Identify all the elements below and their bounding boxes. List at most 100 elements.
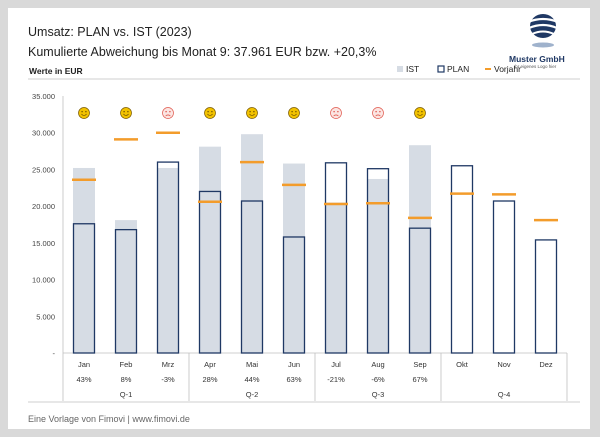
face-eye	[295, 110, 297, 113]
face-mouth	[291, 113, 297, 116]
plan-bar	[282, 236, 306, 354]
face-eye	[127, 110, 129, 113]
logo-name: Muster GmbH	[509, 54, 565, 64]
face-eye	[379, 110, 381, 113]
face-mouth	[207, 113, 213, 116]
face-eye	[123, 110, 125, 113]
plan-bar	[156, 161, 180, 354]
face-mouth	[249, 113, 255, 116]
plan-bar	[72, 223, 96, 354]
sad-face-icon	[372, 107, 384, 119]
face-eye	[85, 110, 87, 113]
face-mouth	[333, 114, 339, 117]
y-tick-label: -	[53, 349, 56, 358]
face-eye	[253, 110, 255, 113]
plan-bar	[408, 227, 432, 354]
face-eye	[333, 110, 335, 113]
legend-vorjahr-label: Vorjahr	[494, 64, 521, 74]
legend-ist-label: IST	[406, 64, 419, 74]
chart-subtitle: Kumulierte Abweichung bis Monat 9: 37.96…	[28, 45, 377, 59]
deviation-label: 67%	[412, 375, 427, 384]
plan-bar	[534, 239, 558, 354]
y-tick-label: 30.000	[32, 129, 55, 138]
deviation-label: -3%	[161, 375, 175, 384]
ist-bar	[409, 145, 431, 353]
x-tick-label: Dez	[539, 360, 553, 369]
x-tick-label: Sep	[413, 360, 426, 369]
happy-face-icon	[120, 107, 132, 119]
face-mouth	[123, 113, 129, 116]
face-eye	[169, 110, 171, 113]
ist-bar	[115, 220, 137, 353]
quarter-label: Q-3	[372, 390, 385, 399]
legend-plan-swatch	[437, 65, 445, 73]
y-axis-label: Werte in EUR	[29, 66, 83, 76]
deviation-label: 8%	[121, 375, 132, 384]
face-eye	[291, 110, 293, 113]
quarter-label: Q-1	[120, 390, 133, 399]
quarter-label: Q-4	[498, 390, 511, 399]
x-tick-label: Okt	[456, 360, 469, 369]
footer-credit: Eine Vorlage von Fimovi | www.fimovi.de	[28, 414, 190, 424]
logo-tagline: Ihr eigenes Logo hier	[514, 64, 557, 69]
deviation-label: -21%	[327, 375, 345, 384]
legend-ist-swatch	[397, 66, 403, 72]
happy-face-icon	[246, 107, 258, 119]
sad-face-icon	[330, 107, 342, 119]
face-eye	[421, 110, 423, 113]
face-mouth	[165, 114, 171, 117]
deviation-label: 63%	[286, 375, 301, 384]
ist-bar	[73, 167, 95, 353]
x-tick-label: Aug	[371, 360, 384, 369]
happy-face-icon	[78, 107, 90, 119]
deviation-label: 44%	[244, 375, 259, 384]
y-tick-label: 20.000	[32, 202, 55, 211]
company-logo-icon	[527, 14, 559, 48]
x-tick-label: Apr	[204, 360, 216, 369]
ist-bar	[199, 146, 221, 353]
x-tick-label: Jun	[288, 360, 300, 369]
plan-bar	[450, 165, 474, 354]
deviation-label: 28%	[202, 375, 217, 384]
face-eye	[81, 110, 83, 113]
ist-bar	[325, 202, 347, 353]
face-eye	[417, 110, 419, 113]
y-tick-label: 10.000	[32, 276, 55, 285]
sad-face-icon	[162, 107, 174, 119]
x-tick-label: Feb	[120, 360, 133, 369]
face-eye	[375, 110, 377, 113]
plan-bar	[198, 190, 222, 354]
face-eye	[207, 110, 209, 113]
plan-bar	[324, 162, 348, 354]
ist-bar	[367, 178, 389, 353]
happy-face-icon	[414, 107, 426, 119]
plan-bar	[492, 200, 516, 354]
legend-plan-label: PLAN	[447, 64, 469, 74]
face-eye	[211, 110, 213, 113]
x-tick-label: Jan	[78, 360, 90, 369]
y-tick-label: 5.000	[36, 312, 55, 321]
face-mouth	[81, 113, 87, 116]
deviation-label: 43%	[76, 375, 91, 384]
deviation-label: -6%	[371, 375, 385, 384]
face-mouth	[375, 114, 381, 117]
chart-title: Umsatz: PLAN vs. IST (2023)	[28, 25, 192, 39]
happy-face-icon	[204, 107, 216, 119]
x-tick-label: Mai	[246, 360, 258, 369]
face-eye	[165, 110, 167, 113]
quarter-label: Q-2	[246, 390, 259, 399]
happy-face-icon	[288, 107, 300, 119]
plan-bar	[114, 228, 138, 354]
ist-bar	[283, 163, 305, 353]
face-mouth	[417, 113, 423, 116]
plan-bar	[240, 200, 264, 354]
x-tick-label: Jul	[331, 360, 341, 369]
face-eye	[337, 110, 339, 113]
x-tick-label: Nov	[497, 360, 511, 369]
plan-bar	[366, 168, 390, 354]
y-tick-label: 25.000	[32, 165, 55, 174]
x-tick-label: Mrz	[162, 360, 175, 369]
ist-bar	[157, 167, 179, 353]
y-tick-label: 15.000	[32, 239, 55, 248]
